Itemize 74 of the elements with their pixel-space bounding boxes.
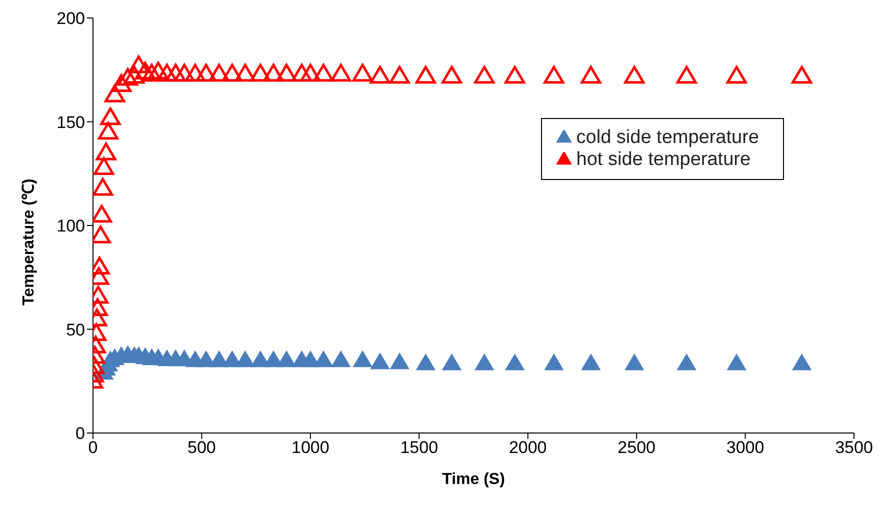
point	[624, 66, 645, 84]
point	[250, 64, 271, 82]
x-tick-label: 3500	[835, 438, 873, 458]
point	[792, 354, 812, 370]
point	[390, 352, 410, 370]
point	[314, 350, 333, 368]
point	[208, 64, 230, 82]
point	[124, 66, 145, 84]
point	[222, 64, 242, 82]
x-tick-label: 2000	[508, 438, 547, 458]
point	[300, 64, 321, 82]
point	[111, 74, 132, 92]
y-tick-label: 150	[56, 112, 85, 132]
point	[415, 66, 436, 84]
point	[148, 62, 168, 80]
point	[93, 178, 114, 196]
point	[104, 84, 125, 102]
point	[128, 55, 149, 74]
point	[236, 350, 255, 368]
point	[726, 66, 747, 84]
x-tick-label: 1000	[292, 438, 330, 458]
point	[234, 64, 256, 82]
point	[118, 68, 138, 86]
point	[263, 64, 284, 82]
point	[370, 66, 390, 84]
point	[98, 122, 118, 140]
point	[677, 354, 696, 370]
point	[165, 64, 186, 82]
y-tick-label: 200	[56, 9, 85, 28]
point	[353, 350, 372, 368]
point	[370, 352, 390, 370]
point	[504, 66, 526, 84]
y-axis-title: Temperature (℃)	[20, 178, 38, 306]
point	[184, 64, 206, 82]
x-tick-label: 0	[88, 438, 98, 458]
point	[442, 354, 462, 370]
point	[727, 354, 746, 370]
legend-label: cold side temperature	[576, 127, 759, 148]
point	[276, 64, 297, 82]
point	[313, 64, 334, 82]
x-tick-label: 2500	[618, 438, 656, 458]
x-tick-label: 3000	[726, 438, 764, 458]
point	[442, 66, 462, 84]
point	[331, 350, 350, 368]
y-tick-label: 0	[76, 424, 85, 444]
x-tick-label: 1500	[400, 438, 438, 458]
point	[174, 64, 195, 82]
point	[676, 66, 697, 84]
point	[544, 66, 564, 84]
y-tick-label: 100	[56, 216, 85, 236]
point	[544, 354, 564, 370]
point	[389, 66, 410, 84]
point	[94, 157, 114, 175]
legend-label: hot side temperature	[576, 149, 751, 170]
point	[196, 64, 216, 82]
point	[291, 64, 312, 82]
point	[474, 66, 495, 84]
point	[141, 64, 162, 82]
x-tick-label: 500	[188, 438, 216, 458]
y-tick-label: 50	[66, 320, 85, 340]
point	[505, 354, 524, 370]
point	[277, 350, 296, 368]
point	[96, 142, 116, 160]
point	[416, 354, 436, 370]
point	[581, 354, 600, 370]
point	[156, 64, 178, 82]
point	[580, 66, 602, 84]
point	[792, 66, 812, 84]
point	[474, 354, 494, 370]
x-axis-title: Time (S)	[442, 471, 505, 488]
point	[352, 64, 373, 82]
point	[330, 64, 352, 82]
point	[624, 354, 644, 370]
point	[100, 107, 121, 126]
